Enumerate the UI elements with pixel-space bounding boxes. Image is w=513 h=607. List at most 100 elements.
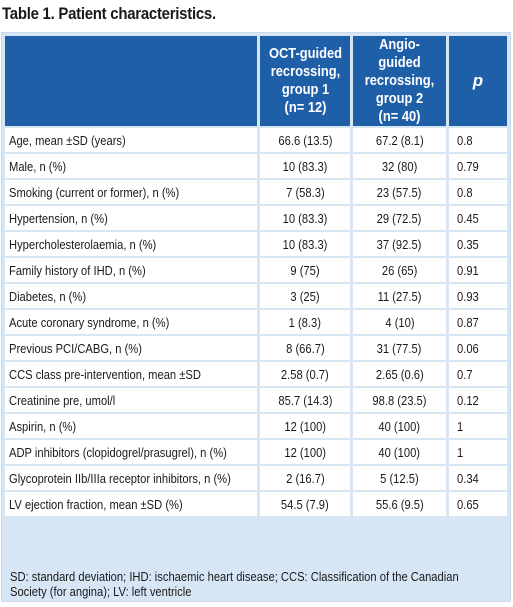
row-label: Age, mean ±SD (years) [5,126,260,152]
table-row: Aspirin, n (%) 12 (100) 40 (100) 1 [5,412,507,438]
row-label-text: Glycoprotein IIb/IIIa receptor inhibitor… [9,470,231,486]
cell-angio-value-text: 98.8 (23.5) [372,392,427,408]
cell-oct-value: 12 (100) [260,412,353,438]
header-angio-line-1: Angio-guided [378,36,421,71]
row-label: Smoking (current or former), n (%) [5,178,260,204]
cell-angio-value-text: 31 (77.5) [377,340,422,356]
cell-p-value-text: 0.87 [457,314,479,330]
cell-angio-value-text: 2.65 (0.6) [375,366,424,382]
cell-oct-value: 10 (83.3) [260,230,353,256]
cell-angio-value: 23 (57.5) [353,178,449,204]
cell-angio-value: 67.2 (8.1) [353,126,449,152]
cell-angio-value: 31 (77.5) [353,334,449,360]
table-row: Hypercholesterolaemia, n (%) 10 (83.3) 37 … [5,230,507,256]
row-label: Hypertension, n (%) [5,204,260,230]
cell-angio-value: 2.65 (0.6) [353,360,449,386]
table-body: Age, mean ±SD (years) 66.6 (13.5) 67.2 (8.… [5,126,507,516]
cell-angio-value-text: 55.6 (9.5) [375,496,424,512]
cell-oct-value: 12 (100) [260,438,353,464]
row-label-text: Creatinine pre, umol/l [9,392,116,408]
cell-oct-value-text: 12 (100) [284,444,326,460]
row-label-text: LV ejection fraction, mean ±SD (%) [9,496,183,512]
cell-oct-value: 3 (25) [260,282,353,308]
row-label-text: Family history of IHD, n (%) [9,262,146,278]
row-label: Diabetes, n (%) [5,282,260,308]
cell-p-value: 0.65 [449,490,507,516]
header-oct-line-3: group 1 [281,81,329,98]
cell-oct-value: 8 (66.7) [260,334,353,360]
cell-p-value-text: 0.91 [457,262,479,278]
cell-oct-value-text: 3 (25) [290,288,320,304]
cell-angio-value-text: 67.2 (8.1) [375,132,424,148]
cell-oct-value-text: 10 (83.3) [282,236,328,252]
cell-angio-value-text: 40 (100) [378,418,421,434]
cell-p-value: 0.06 [449,334,507,360]
table-row: Glycoprotein IIb/IIIa receptor inhibitor… [5,464,507,490]
table-footnote: SD: standard deviation; IHD: ischaemic h… [10,569,509,599]
row-label-text: Age, mean ±SD (years) [9,132,126,148]
patient-characteristics-table: OCT-guided recrossing, group 1 (n= 12) A… [5,36,507,516]
cell-angio-value-text: 11 (27.5) [377,288,422,304]
cell-oct-value: 1 (8.3) [260,308,353,334]
footnote-line-2: Society (for angina); LV: left ventricle [10,584,192,599]
cell-p-value-text: 0.45 [457,210,479,226]
cell-p-value: 0.87 [449,308,507,334]
row-label: CCS class pre-intervention, mean ±SD [5,360,260,386]
cell-oct-value: 85.7 (14.3) [260,386,353,412]
table-row: Creatinine pre, umol/l 85.7 (14.3) 98.8 (2… [5,386,507,412]
row-label-text: Male, n (%) [9,158,67,174]
row-label-text: Acute coronary syndrome, n (%) [9,314,170,330]
cell-oct-value-text: 54.5 (7.9) [281,496,329,512]
cell-angio-value: 40 (100) [353,412,449,438]
row-label: Glycoprotein IIb/IIIa receptor inhibitor… [5,464,260,490]
row-label-text: CCS class pre-intervention, mean ±SD [9,366,201,382]
cell-p-value: 1 [449,412,507,438]
row-label: ADP inhibitors (clopidogrel/prasugrel), … [5,438,260,464]
cell-oct-value-text: 1 (8.3) [288,314,322,330]
cell-p-value: 0.7 [449,360,507,386]
cell-p-value-text: 1 [457,444,464,460]
cell-oct-value: 2 (16.7) [260,464,353,490]
cell-oct-value: 9 (75) [260,256,353,282]
table-row: Diabetes, n (%) 3 (25) 11 (27.5) 0.93 [5,282,507,308]
cell-p-value-text: 0.12 [457,392,479,408]
cell-p-value: 0.12 [449,386,507,412]
cell-p-value-text: 0.79 [457,158,479,174]
cell-p-value: 0.79 [449,152,507,178]
cell-oct-value: 66.6 (13.5) [260,126,353,152]
row-label-text: Previous PCI/CABG, n (%) [9,340,142,356]
cell-p-value-text: 0.93 [457,288,479,304]
cell-p-value: 1 [449,438,507,464]
cell-p-value: 0.8 [449,126,507,152]
cell-oct-value-text: 85.7 (14.3) [277,392,333,408]
cell-oct-value-text: 10 (83.3) [282,210,328,226]
cell-angio-value-text: 37 (92.5) [377,236,422,252]
cell-angio-value-text: 4 (10) [384,314,415,330]
table-header-row: OCT-guided recrossing, group 1 (n= 12) A… [5,36,507,126]
cell-oct-value-text: 7 (58.3) [285,184,325,200]
cell-angio-value: 26 (65) [353,256,449,282]
row-label-text: Diabetes, n (%) [9,288,87,304]
cell-angio-value: 55.6 (9.5) [353,490,449,516]
cell-oct-value-text: 10 (83.3) [282,158,328,174]
row-label-text: Hypertension, n (%) [9,210,108,226]
cell-p-value-text: 1 [457,418,464,434]
table-row: Age, mean ±SD (years) 66.6 (13.5) 67.2 (8.… [5,126,507,152]
cell-oct-value-text: 8 (66.7) [285,340,325,356]
patient-table-container: OCT-guided recrossing, group 1 (n= 12) A… [1,32,511,602]
cell-p-value-text: 0.8 [457,132,473,148]
row-label: LV ejection fraction, mean ±SD (%) [5,490,260,516]
cell-p-value-text: 0.65 [457,496,479,512]
header-angio-guided: Angio-guided recrossing, group 2 (n= 40) [353,36,449,126]
header-oct-line-1: OCT-guided [268,45,342,62]
cell-angio-value: 98.8 (23.5) [353,386,449,412]
row-label: Acute coronary syndrome, n (%) [5,308,260,334]
table-row: LV ejection fraction, mean ±SD (%) 54.5 (… [5,490,507,516]
cell-p-value: 0.91 [449,256,507,282]
cell-p-value: 0.93 [449,282,507,308]
row-label-text: ADP inhibitors (clopidogrel/prasugrel), … [9,444,227,460]
table-row: Hypertension, n (%) 10 (83.3) 29 (72.5) 0.4… [5,204,507,230]
row-label-text: Smoking (current or former), n (%) [9,184,180,200]
footnote-line-1: SD: standard deviation; IHD: ischaemic h… [10,569,459,584]
cell-angio-value-text: 40 (100) [378,444,421,460]
